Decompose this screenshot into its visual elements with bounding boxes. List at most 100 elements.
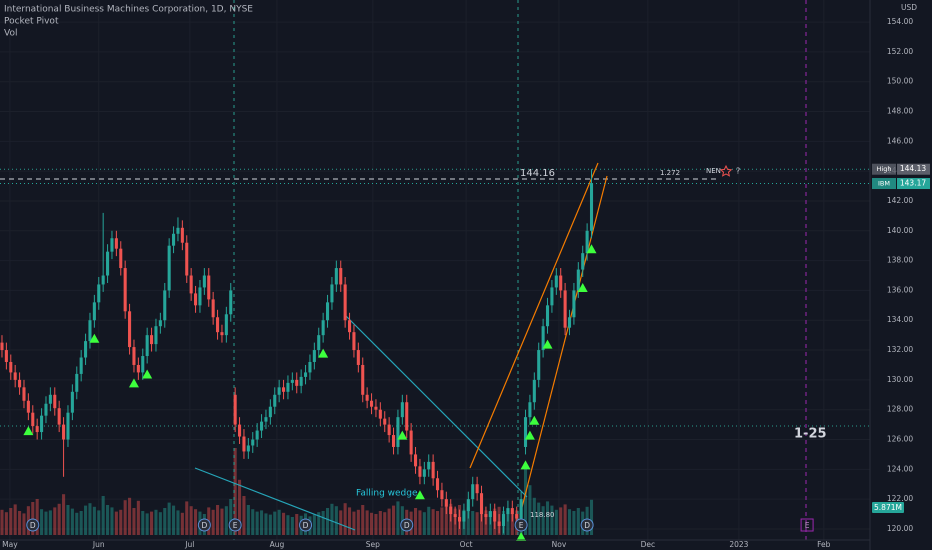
candle-body bbox=[589, 183, 594, 231]
volume-bar bbox=[365, 510, 369, 535]
volume-bar bbox=[361, 505, 365, 535]
volume-bar bbox=[356, 509, 360, 535]
volume-bar bbox=[387, 508, 391, 535]
event-marker bbox=[400, 518, 414, 532]
volume-bar bbox=[22, 513, 26, 535]
candle-body bbox=[268, 406, 272, 418]
volume-bar bbox=[70, 508, 74, 535]
volume-bar bbox=[427, 506, 431, 535]
candle-body bbox=[488, 511, 492, 518]
candle-body bbox=[330, 284, 334, 303]
volume-bar bbox=[532, 497, 536, 535]
volume-bar bbox=[273, 511, 277, 535]
candle-body bbox=[26, 400, 30, 413]
candle-body bbox=[84, 341, 88, 358]
volume-bar bbox=[145, 513, 149, 535]
volume-bar bbox=[194, 509, 198, 535]
volume-bar bbox=[576, 508, 580, 535]
annotation: NEN bbox=[706, 167, 721, 175]
price-tag-box bbox=[897, 163, 930, 175]
x-tick-label: Jun bbox=[92, 540, 105, 549]
volume-bar bbox=[0, 509, 4, 535]
candle-body bbox=[343, 284, 347, 321]
volume-bar bbox=[238, 479, 242, 535]
candle-body bbox=[154, 326, 158, 345]
candle-body bbox=[356, 350, 360, 365]
candle-body bbox=[312, 350, 316, 362]
candle-body bbox=[304, 372, 308, 377]
candle-body bbox=[110, 238, 114, 252]
candle-body bbox=[466, 499, 470, 512]
candle-body bbox=[22, 387, 26, 401]
volume-bar bbox=[528, 485, 532, 535]
pocket-pivot bbox=[397, 430, 408, 440]
candle-body bbox=[194, 293, 198, 306]
candle-body bbox=[242, 436, 246, 452]
event-label: E bbox=[233, 521, 238, 530]
volume-bar bbox=[466, 507, 470, 535]
pocket-pivot bbox=[577, 283, 588, 293]
candle-body bbox=[567, 317, 572, 328]
y-tick-label: 138.00 bbox=[887, 256, 913, 265]
volume-bar bbox=[154, 509, 158, 535]
volume-bar bbox=[550, 505, 554, 535]
volume-bar bbox=[545, 501, 550, 535]
volume-bar bbox=[123, 500, 127, 535]
candle-body bbox=[101, 275, 105, 285]
candle-body bbox=[457, 517, 462, 522]
volume-bar bbox=[290, 517, 294, 535]
candle-body bbox=[176, 227, 180, 234]
pocket-pivot bbox=[529, 415, 540, 425]
x-tick-label: Oct bbox=[460, 540, 473, 549]
candle-body bbox=[317, 335, 321, 351]
candle-body bbox=[224, 314, 228, 336]
volume-bar bbox=[282, 512, 286, 535]
volume-bar bbox=[44, 511, 48, 535]
price-tag-value: 144.13 bbox=[900, 164, 926, 173]
candle-body bbox=[92, 302, 96, 321]
candle-body bbox=[163, 290, 167, 321]
volume-bar bbox=[422, 512, 426, 535]
volume-bar bbox=[150, 511, 154, 535]
volume-bar bbox=[211, 509, 215, 535]
event-marker bbox=[800, 518, 814, 532]
volume-bar bbox=[88, 503, 92, 535]
event-label: E bbox=[519, 521, 524, 530]
candle-body bbox=[576, 269, 580, 291]
volume-bar bbox=[537, 502, 541, 535]
y-tick-label: 124.00 bbox=[887, 464, 913, 473]
x-tick-label: Sep bbox=[366, 540, 380, 549]
event-label: E bbox=[805, 521, 810, 530]
volume-bar bbox=[216, 505, 220, 535]
y-tick-label: 142.00 bbox=[887, 196, 913, 205]
pocket-pivot bbox=[318, 348, 329, 358]
volume-bar bbox=[101, 496, 105, 535]
volume-tag bbox=[872, 502, 904, 513]
event-marker bbox=[228, 518, 242, 532]
event-marker bbox=[299, 518, 313, 532]
volume-bar bbox=[220, 508, 224, 535]
volume-bar bbox=[334, 506, 338, 535]
price-tag-box bbox=[897, 178, 930, 190]
star-icon bbox=[719, 164, 733, 177]
volume-bar bbox=[330, 503, 334, 535]
volume-bar bbox=[339, 510, 343, 535]
candle-body bbox=[220, 332, 224, 336]
channel-line bbox=[519, 175, 608, 516]
x-tick-label: May bbox=[2, 540, 18, 549]
candle-body bbox=[35, 426, 39, 433]
price-tag-name-box bbox=[872, 163, 896, 175]
volume-bar bbox=[35, 499, 39, 535]
volume-bar bbox=[172, 505, 176, 535]
candle-body bbox=[554, 275, 558, 288]
volume-bar bbox=[167, 502, 171, 535]
candle-body bbox=[418, 466, 422, 477]
event-marker bbox=[580, 518, 594, 532]
y-tick-label: 146.00 bbox=[887, 136, 913, 145]
candle-body bbox=[391, 435, 396, 447]
candle-body bbox=[374, 406, 378, 410]
x-tick-label: Jul bbox=[184, 540, 194, 549]
candle-body bbox=[422, 469, 426, 477]
candle-body bbox=[123, 268, 127, 312]
chart-title: International Business Machines Corporat… bbox=[4, 5, 253, 15]
